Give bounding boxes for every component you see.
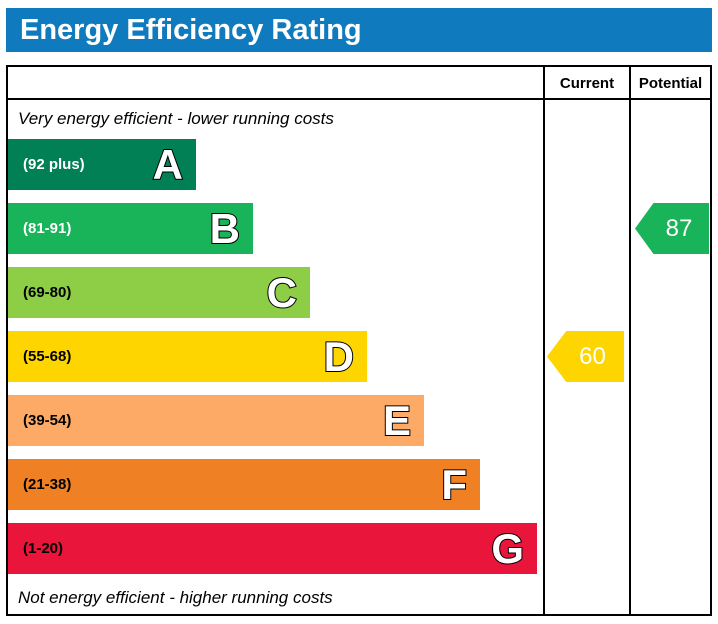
band-bar-e: (39-54) E [8,395,424,446]
band-bar-d: (55-68) D [8,331,367,382]
band-row-c: (69-80) C [8,267,710,318]
band-range-label: (1-20) [23,540,64,557]
current-column-header: Current [559,75,615,92]
current-column-divider [543,67,545,614]
bottom-note: Not energy efficient - higher running co… [18,588,333,607]
current-rating-value: 60 [579,342,606,370]
potential-column-divider [629,67,631,614]
band-range-label: (92 plus) [23,156,85,173]
band-row-f: (21-38) F [8,459,710,510]
page-title: Energy Efficiency Rating [20,14,362,46]
band-row-g: (1-20) G [8,523,710,574]
band-row-d: (55-68) D [8,331,710,382]
band-range-label: (81-91) [23,220,72,237]
band-range-label: (69-80) [23,284,72,301]
potential-rating-value: 87 [665,214,693,242]
band-letter: F [440,460,468,509]
band-bar-a: (92 plus) A [8,139,196,190]
band-letter: C [266,268,298,317]
band-row-a: (92 plus) A [8,139,710,190]
title-bar: Energy Efficiency Rating [6,8,712,52]
band-bar-f: (21-38) F [8,459,480,510]
bands: (92 plus) A (81-91) B (69-80) C (55-68) D (39-54… [8,139,710,574]
band-letter: E [382,396,412,445]
band-bar-b: (81-91) B [8,203,253,254]
band-range-label: (55-68) [23,348,72,365]
chart-header: Current Potential [8,67,710,100]
top-note: Very energy efficient - lower running co… [18,109,334,128]
energy-efficiency-chart: Current Potential Very energy efficient … [6,65,712,616]
band-range-label: (21-38) [23,476,72,493]
band-bar-g: (1-20) G [8,523,537,574]
potential-column-header: Potential [638,75,703,92]
band-row-b: (81-91) B [8,203,710,254]
band-letter: A [152,140,184,189]
chart-body: Very energy efficient - lower running co… [8,100,710,612]
band-bar-c: (69-80) C [8,267,310,318]
band-row-e: (39-54) E [8,395,710,446]
band-range-label: (39-54) [23,412,72,429]
band-letter: D [323,332,355,381]
band-letter: G [490,524,525,573]
band-letter: B [209,204,241,253]
